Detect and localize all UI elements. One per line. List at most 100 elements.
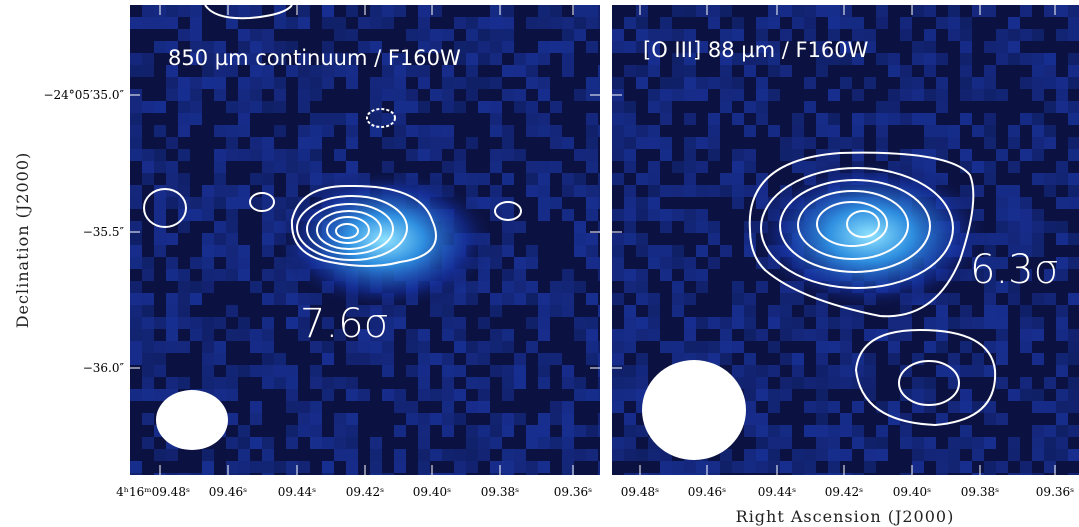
noise-pixel xyxy=(984,113,996,125)
noise-pixel xyxy=(828,473,840,485)
noise-pixel xyxy=(478,437,490,449)
noise-pixel xyxy=(526,341,538,353)
noise-pixel xyxy=(322,473,334,485)
noise-pixel xyxy=(298,461,310,473)
noise-pixel xyxy=(586,161,598,173)
noise-pixel xyxy=(1068,137,1079,149)
noise-pixel xyxy=(550,281,562,293)
noise-pixel xyxy=(418,461,430,473)
noise-pixel xyxy=(816,65,828,77)
noise-pixel xyxy=(586,137,598,149)
noise-pixel xyxy=(346,389,358,401)
noise-pixel xyxy=(154,17,166,29)
noise-pixel xyxy=(598,353,610,365)
noise-pixel xyxy=(526,437,538,449)
noise-pixel xyxy=(1032,125,1044,137)
noise-pixel xyxy=(502,29,514,41)
noise-pixel xyxy=(1044,461,1056,473)
noise-pixel xyxy=(490,329,502,341)
noise-pixel xyxy=(346,137,358,149)
noise-pixel xyxy=(442,161,454,173)
noise-pixel xyxy=(1032,113,1044,125)
noise-pixel xyxy=(912,377,924,389)
noise-pixel xyxy=(744,365,756,377)
noise-pixel xyxy=(310,377,322,389)
noise-pixel xyxy=(562,473,574,485)
noise-pixel xyxy=(672,209,684,221)
noise-pixel xyxy=(274,353,286,365)
noise-pixel xyxy=(406,101,418,113)
noise-pixel xyxy=(1020,329,1032,341)
noise-pixel xyxy=(828,89,840,101)
noise-pixel xyxy=(574,221,586,233)
noise-pixel xyxy=(250,365,262,377)
noise-pixel xyxy=(238,5,250,17)
noise-pixel xyxy=(502,329,514,341)
noise-pixel xyxy=(430,389,442,401)
noise-pixel xyxy=(466,89,478,101)
noise-pixel xyxy=(382,389,394,401)
noise-pixel xyxy=(262,329,274,341)
noise-pixel xyxy=(852,425,864,437)
noise-pixel xyxy=(406,329,418,341)
noise-pixel xyxy=(202,209,214,221)
noise-pixel xyxy=(286,173,298,185)
noise-pixel xyxy=(538,317,550,329)
noise-pixel xyxy=(154,125,166,137)
noise-pixel xyxy=(142,5,154,17)
noise-pixel xyxy=(370,461,382,473)
noise-pixel xyxy=(996,53,1008,65)
noise-pixel xyxy=(442,317,454,329)
noise-pixel xyxy=(178,149,190,161)
noise-pixel xyxy=(502,5,514,17)
noise-pixel xyxy=(502,473,514,485)
noise-pixel xyxy=(334,449,346,461)
noise-pixel xyxy=(672,245,684,257)
noise-pixel xyxy=(190,293,202,305)
noise-pixel xyxy=(406,413,418,425)
noise-pixel xyxy=(238,257,250,269)
noise-pixel xyxy=(250,29,262,41)
noise-pixel xyxy=(612,125,624,137)
noise-pixel xyxy=(166,5,178,17)
noise-pixel xyxy=(1068,341,1079,353)
noise-pixel xyxy=(538,305,550,317)
noise-pixel xyxy=(840,137,852,149)
noise-pixel xyxy=(202,329,214,341)
noise-pixel xyxy=(418,137,430,149)
noise-pixel xyxy=(130,233,142,245)
noise-pixel xyxy=(1020,209,1032,221)
noise-pixel xyxy=(936,137,948,149)
noise-pixel xyxy=(262,377,274,389)
noise-pixel xyxy=(1008,209,1020,221)
noise-pixel xyxy=(466,65,478,77)
noise-pixel xyxy=(286,377,298,389)
noise-pixel xyxy=(286,365,298,377)
noise-pixel xyxy=(274,293,286,305)
x-tick-label: 09.44ˢ xyxy=(758,485,796,499)
noise-pixel xyxy=(624,137,636,149)
noise-pixel xyxy=(672,161,684,173)
noise-pixel xyxy=(598,377,610,389)
noise-pixel xyxy=(418,425,430,437)
noise-pixel xyxy=(382,89,394,101)
noise-pixel xyxy=(370,353,382,365)
noise-pixel xyxy=(238,449,250,461)
noise-pixel xyxy=(636,365,648,377)
noise-pixel xyxy=(166,269,178,281)
noise-pixel xyxy=(744,413,756,425)
noise-pixel xyxy=(960,17,972,29)
noise-pixel xyxy=(166,329,178,341)
noise-pixel xyxy=(130,281,142,293)
noise-pixel xyxy=(900,77,912,89)
noise-pixel xyxy=(1020,233,1032,245)
noise-pixel xyxy=(562,449,574,461)
noise-pixel xyxy=(756,281,768,293)
noise-pixel xyxy=(262,29,274,41)
noise-pixel xyxy=(648,245,660,257)
noise-pixel xyxy=(996,413,1008,425)
noise-pixel xyxy=(250,173,262,185)
noise-pixel xyxy=(262,353,274,365)
noise-pixel xyxy=(262,161,274,173)
noise-pixel xyxy=(660,137,672,149)
